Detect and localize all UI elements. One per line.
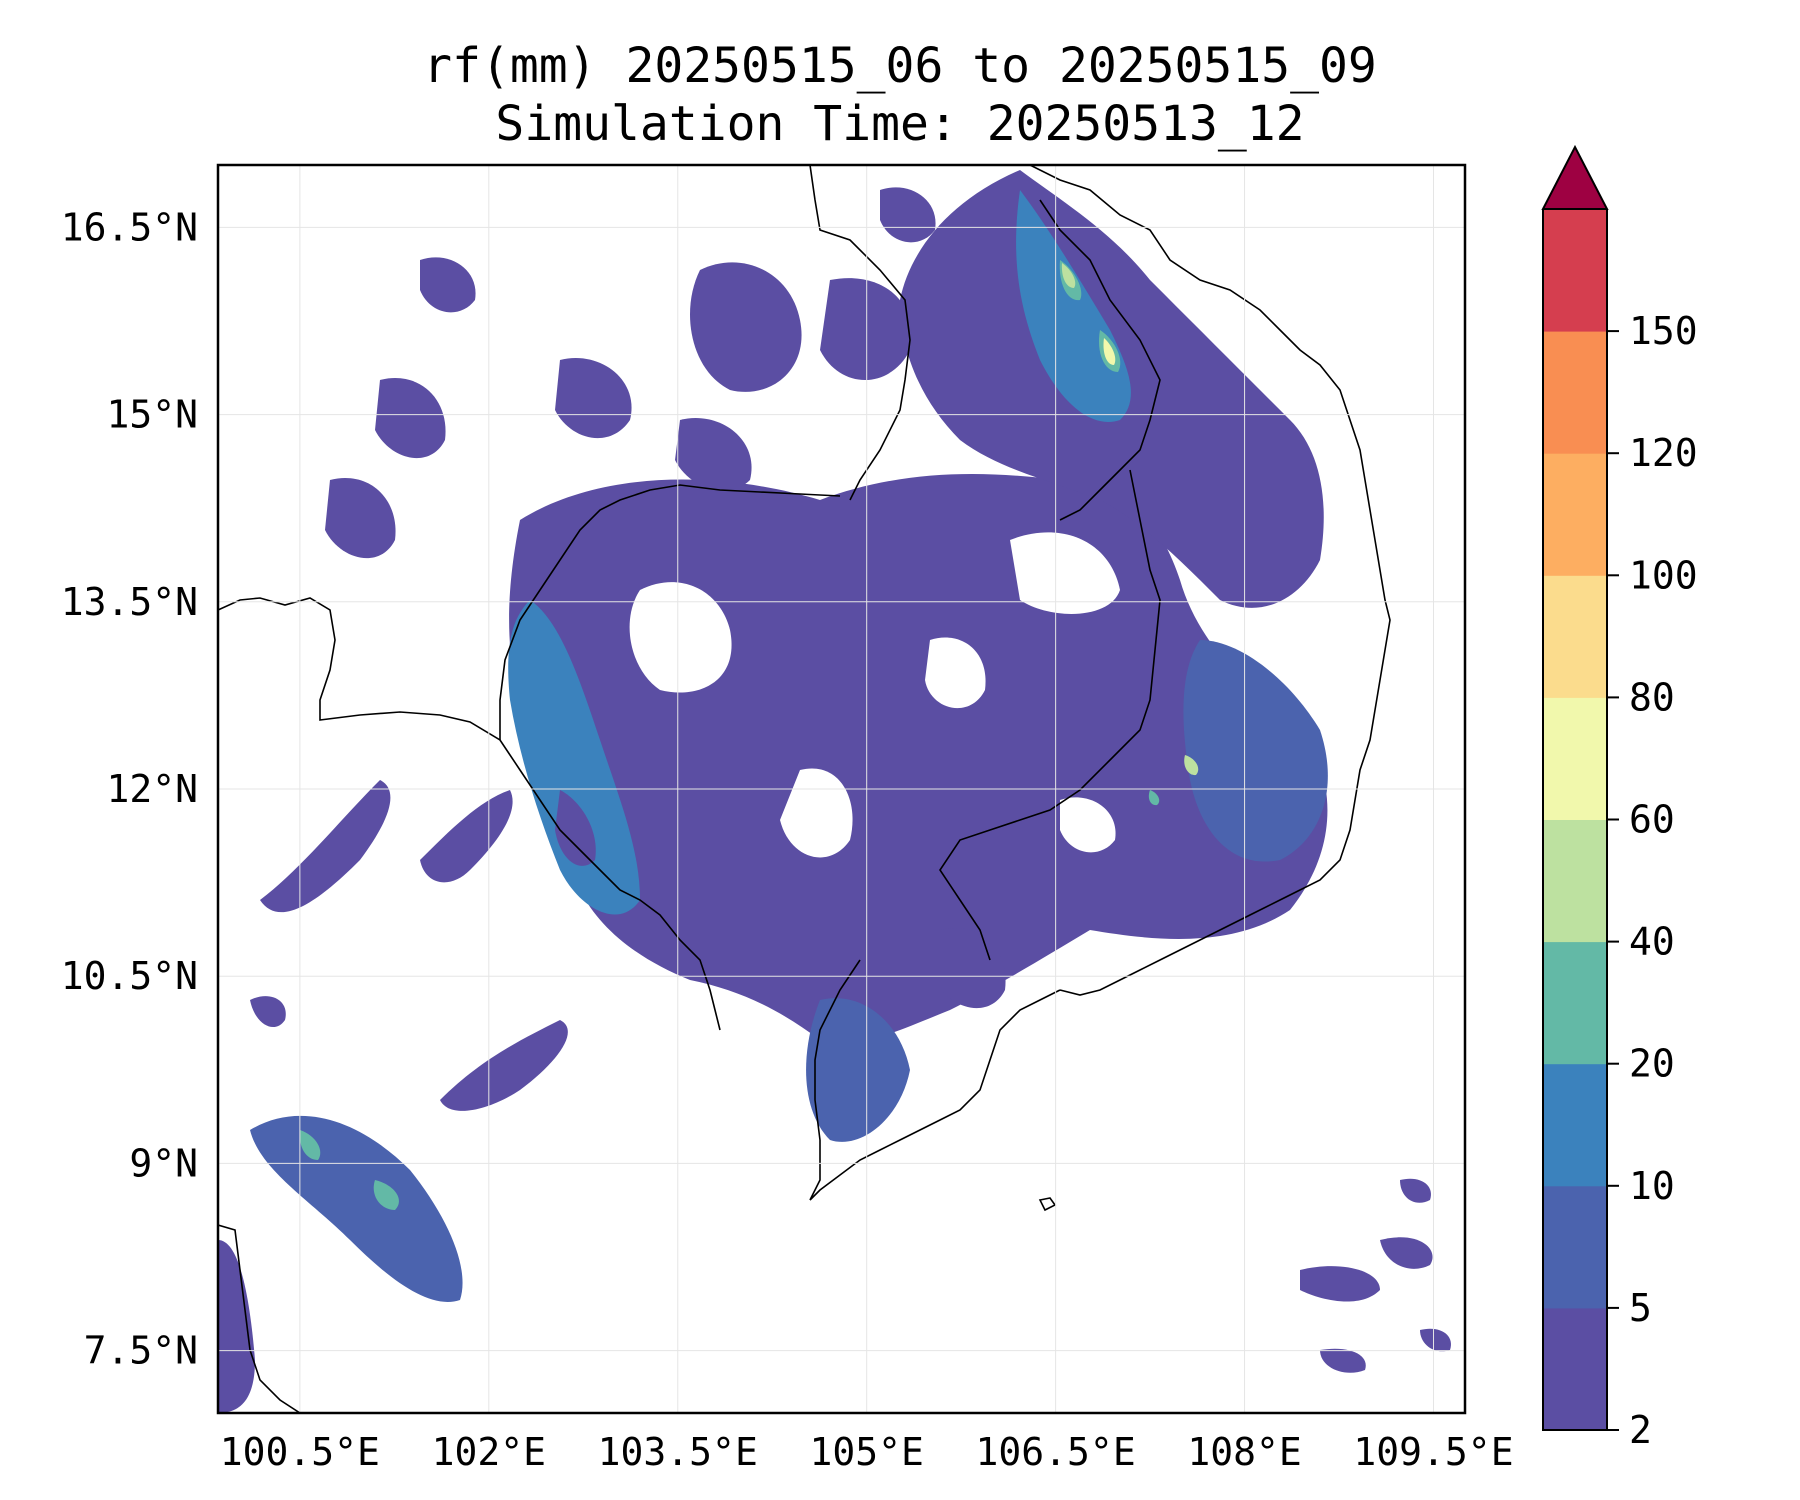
x-tick-label-2: 103.5°E [598, 1430, 758, 1474]
colorbar-segment-0 [1543, 1307, 1607, 1431]
colorbar-label-6: 80 [1629, 675, 1675, 719]
colorbar-label-8: 120 [1629, 431, 1698, 475]
colorbar-label-7: 100 [1629, 553, 1698, 597]
x-tick-labels: 100.5°E 102°E 103.5°E 105°E 106.5°E 108°E 109.… [220, 1430, 1514, 1474]
colorbar-segment-9 [1543, 209, 1607, 332]
colorbar: 2 5 10 20 40 60 80 100 120 150 [1541, 144, 1698, 1452]
colorbar-label-4: 40 [1629, 920, 1675, 964]
colorbar-label-3: 20 [1629, 1042, 1675, 1086]
colorbar-segment-8 [1543, 331, 1607, 454]
colorbar-segment-3 [1543, 941, 1607, 1065]
y-tick-label-5: 9°N [129, 1141, 198, 1185]
colorbar-label-5: 60 [1629, 798, 1675, 842]
colorbar-segment-6 [1543, 575, 1607, 698]
y-tick-label-2: 13.5°N [61, 580, 198, 624]
map-frame [216, 163, 1467, 1415]
plot-title-line-1: rf(mm) 20250515_06 to 20250515_09 [423, 38, 1377, 94]
gridlines [218, 165, 1465, 1413]
x-tick-label-1: 102°E [432, 1430, 546, 1474]
rainfall-field [218, 165, 1465, 1413]
colorbar-label-1: 5 [1629, 1286, 1652, 1330]
y-tick-label-3: 12°N [106, 767, 198, 811]
plot-title-line-2: Simulation Time: 20250513_12 [495, 96, 1305, 152]
colorbar-label-9: 150 [1629, 309, 1698, 353]
y-tick-label-1: 15°N [106, 393, 198, 437]
colorbar-segment-2 [1543, 1063, 1607, 1187]
colorbar-label-0: 2 [1629, 1408, 1652, 1452]
y-tick-label-6: 7.5°N [84, 1329, 198, 1373]
x-tick-label-5: 108°E [1187, 1430, 1301, 1474]
colorbar-segment-1 [1543, 1185, 1607, 1309]
y-tick-label-0: 16.5°N [61, 205, 198, 249]
colorbar-label-2: 10 [1629, 1164, 1675, 1208]
x-tick-label-4: 106.5°E [976, 1430, 1136, 1474]
coastline [218, 165, 1391, 1413]
colorbar-segment-7 [1543, 453, 1607, 576]
x-tick-label-0: 100.5°E [220, 1430, 380, 1474]
x-tick-label-6: 109.5°E [1353, 1430, 1513, 1474]
y-tick-label-4: 10.5°N [61, 954, 198, 998]
y-tick-labels: 16.5°N 15°N 13.5°N 12°N 10.5°N 9°N 7.5°N [61, 205, 198, 1372]
colorbar-extend-triangle [1541, 144, 1609, 210]
x-tick-label-3: 105°E [809, 1430, 923, 1474]
colorbar-segment-5 [1543, 697, 1607, 820]
colorbar-segment-4 [1543, 819, 1607, 943]
